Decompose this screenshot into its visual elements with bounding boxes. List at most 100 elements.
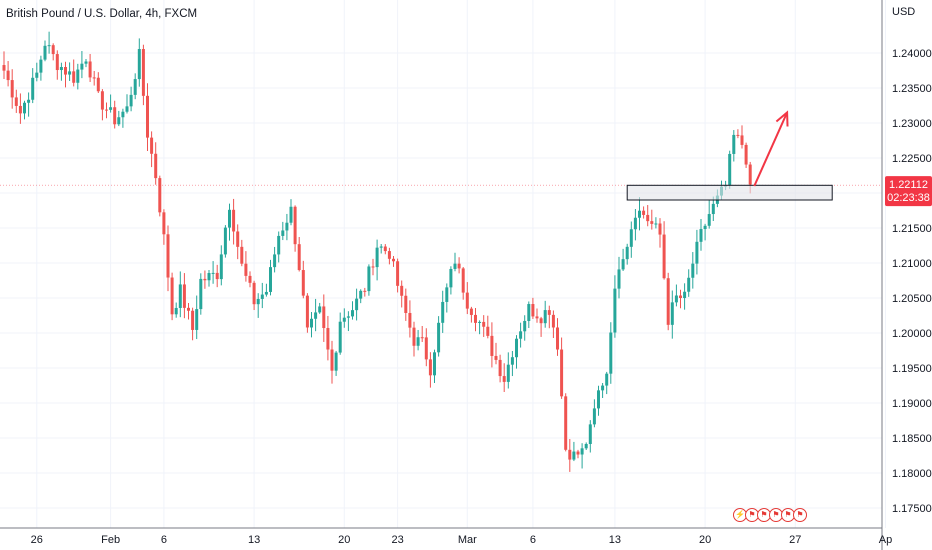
candle-body [285, 222, 289, 231]
candle-body [297, 244, 301, 271]
candle-body [133, 79, 137, 95]
candle-body [232, 209, 236, 232]
candle-body [174, 307, 178, 315]
candle-body [502, 376, 506, 382]
candle-body [137, 49, 141, 80]
candle-body [383, 246, 387, 252]
candle-body [105, 109, 108, 111]
lightning-icon[interactable]: ⚡ [733, 508, 747, 522]
candle-body [547, 310, 551, 315]
flag-icon[interactable]: ⚑ [745, 508, 759, 522]
x-tick-label: 26 [31, 534, 43, 546]
candle-body [474, 314, 477, 323]
candle-body [18, 105, 22, 114]
candle-body [2, 65, 6, 71]
candle-body [55, 54, 59, 71]
candle-body [23, 102, 26, 114]
candle-body [707, 214, 711, 226]
candle-body [375, 247, 379, 268]
candle-body [146, 95, 149, 138]
candle-body [428, 359, 432, 376]
candle-body [31, 77, 35, 100]
candle-body [449, 268, 453, 288]
x-tick-label: 13 [248, 534, 260, 546]
flag-icon[interactable]: ⚑ [793, 508, 807, 522]
candle-body [482, 321, 486, 327]
candle-body [539, 318, 543, 324]
candle-body [387, 251, 391, 259]
candle-body [141, 49, 145, 96]
candle-body [322, 306, 326, 329]
y-tick-label: 1.20500 [892, 293, 932, 305]
candle-body [215, 272, 219, 280]
candle-body [564, 396, 568, 450]
last-price-tag [885, 176, 932, 207]
up-arrow-head[interactable] [775, 110, 789, 127]
candle-body [584, 443, 588, 449]
candle-body [441, 301, 445, 323]
candle-body [310, 318, 313, 328]
candle-body [580, 448, 584, 455]
candle-body [629, 229, 633, 247]
candles [2, 31, 752, 472]
candle-body [416, 337, 420, 346]
candle-body [240, 246, 244, 264]
candle-body [433, 352, 436, 376]
up-arrow-line[interactable] [753, 112, 789, 187]
candle-body [543, 310, 547, 324]
candle-body [207, 273, 211, 281]
candle-body [10, 80, 14, 98]
candle-body [96, 77, 100, 92]
candle-body [301, 270, 305, 296]
candle-body [211, 272, 215, 274]
candle-body [162, 212, 166, 235]
candle-body [576, 451, 580, 455]
candle-body [621, 259, 625, 270]
y-tick-label: 1.23500 [892, 83, 932, 95]
candle-body [64, 67, 67, 75]
chart-title: British Pound / U.S. Dollar, 4h, FXCM [6, 8, 198, 20]
candle-body [273, 254, 277, 268]
candle-body [695, 241, 699, 264]
y-tick-label: 1.21000 [892, 258, 932, 270]
candle-body [76, 69, 80, 83]
candle-body [43, 45, 47, 60]
candle-body [92, 77, 96, 79]
candle-body [437, 322, 441, 353]
candle-body [519, 331, 523, 339]
candle-body [260, 294, 264, 299]
candle-body [371, 266, 375, 268]
candle-body [510, 357, 514, 365]
x-tick-label: 20 [699, 534, 711, 546]
candle-body [236, 231, 240, 247]
candle-body [699, 229, 703, 242]
candle-body [490, 335, 494, 356]
candle-body [219, 254, 223, 280]
support-zone[interactable] [626, 184, 833, 201]
candle-body [121, 111, 125, 118]
x-tick-label: Ap [879, 534, 892, 546]
y-tick-label: 1.22500 [892, 153, 932, 165]
candle-body [740, 135, 744, 145]
candle-body [264, 291, 268, 295]
candle-body [506, 364, 510, 382]
event-icons[interactable]: ⚡ ⚑ ⚑ ⚑ ⚑ ⚑ [733, 508, 807, 522]
candle-body [314, 312, 318, 319]
y-tick-label: 1.23000 [892, 118, 932, 130]
candle-body [744, 144, 748, 165]
candle-body [269, 267, 272, 292]
candle-body [182, 284, 186, 308]
candle-body [72, 71, 76, 83]
candle-body [515, 338, 518, 358]
candle-body [642, 210, 646, 215]
y-tick-label: 1.19000 [892, 398, 932, 410]
candle-body [355, 298, 359, 311]
candle-body [535, 316, 539, 319]
candle-body [166, 234, 170, 278]
candle-body [609, 332, 613, 374]
candle-body [330, 349, 334, 371]
candle-body [662, 234, 666, 279]
y-tick-label: 1.19500 [892, 363, 932, 375]
candle-body [396, 261, 400, 286]
